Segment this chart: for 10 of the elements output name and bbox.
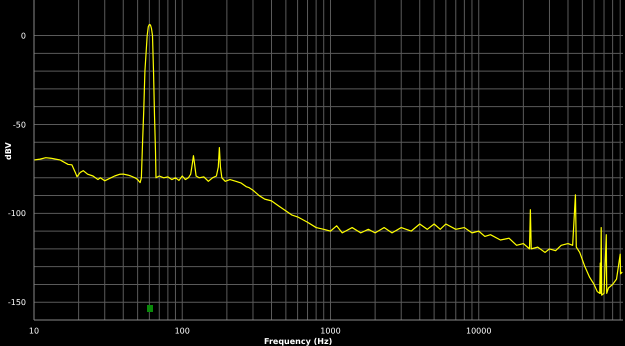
y-tick-label: -150 bbox=[8, 298, 26, 308]
y-tick-label: 0 bbox=[20, 31, 26, 40]
x-tick-label: 10 bbox=[28, 326, 40, 336]
x-tick-label: 100 bbox=[174, 326, 190, 336]
y-axis-title: dBV bbox=[4, 142, 13, 160]
x-axis-title: Frequency (Hz) bbox=[264, 337, 332, 346]
y-tick-label: -100 bbox=[8, 209, 26, 218]
x-tick-label: 1000 bbox=[320, 326, 341, 336]
x-tick-label: 10000 bbox=[466, 326, 492, 336]
y-tick-label: -50 bbox=[12, 120, 26, 130]
